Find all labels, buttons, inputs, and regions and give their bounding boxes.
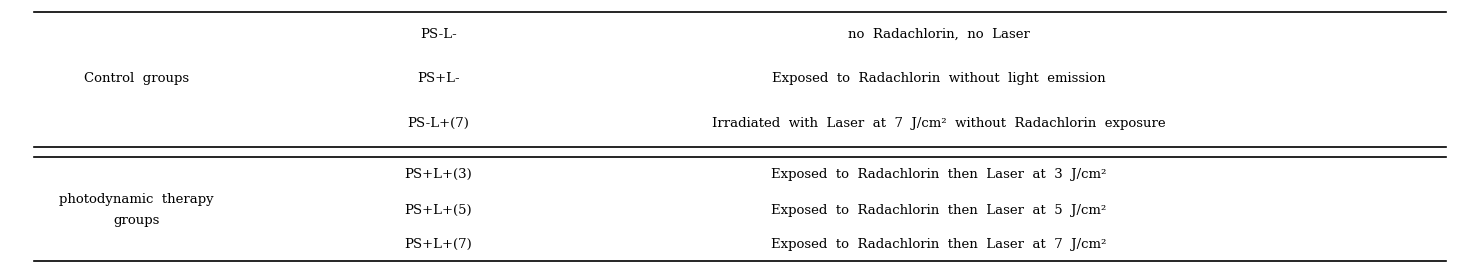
- Text: Control  groups: Control groups: [84, 72, 189, 85]
- Text: PS+L-: PS+L-: [417, 72, 460, 85]
- Text: Exposed  to  Radachlorin  then  Laser  at  5  J/cm²: Exposed to Radachlorin then Laser at 5 J…: [771, 204, 1106, 217]
- Text: Exposed  to  Radachlorin  without  light  emission: Exposed to Radachlorin without light emi…: [773, 72, 1106, 85]
- Text: PS+L+(7): PS+L+(7): [404, 238, 472, 251]
- Text: PS+L+(5): PS+L+(5): [404, 204, 472, 217]
- Text: PS-L-: PS-L-: [420, 28, 457, 41]
- Text: PS+L+(3): PS+L+(3): [404, 168, 472, 181]
- Text: Irradiated  with  Laser  at  7  J/cm²  without  Radachlorin  exposure: Irradiated with Laser at 7 J/cm² without…: [712, 117, 1165, 130]
- Text: Exposed  to  Radachlorin  then  Laser  at  7  J/cm²: Exposed to Radachlorin then Laser at 7 J…: [771, 238, 1107, 251]
- Text: photodynamic  therapy
groups: photodynamic therapy groups: [59, 193, 215, 227]
- Text: PS-L+(7): PS-L+(7): [407, 117, 469, 130]
- Text: Exposed  to  Radachlorin  then  Laser  at  3  J/cm²: Exposed to Radachlorin then Laser at 3 J…: [771, 168, 1107, 181]
- Text: no  Radachlorin,  no  Laser: no Radachlorin, no Laser: [848, 28, 1030, 41]
